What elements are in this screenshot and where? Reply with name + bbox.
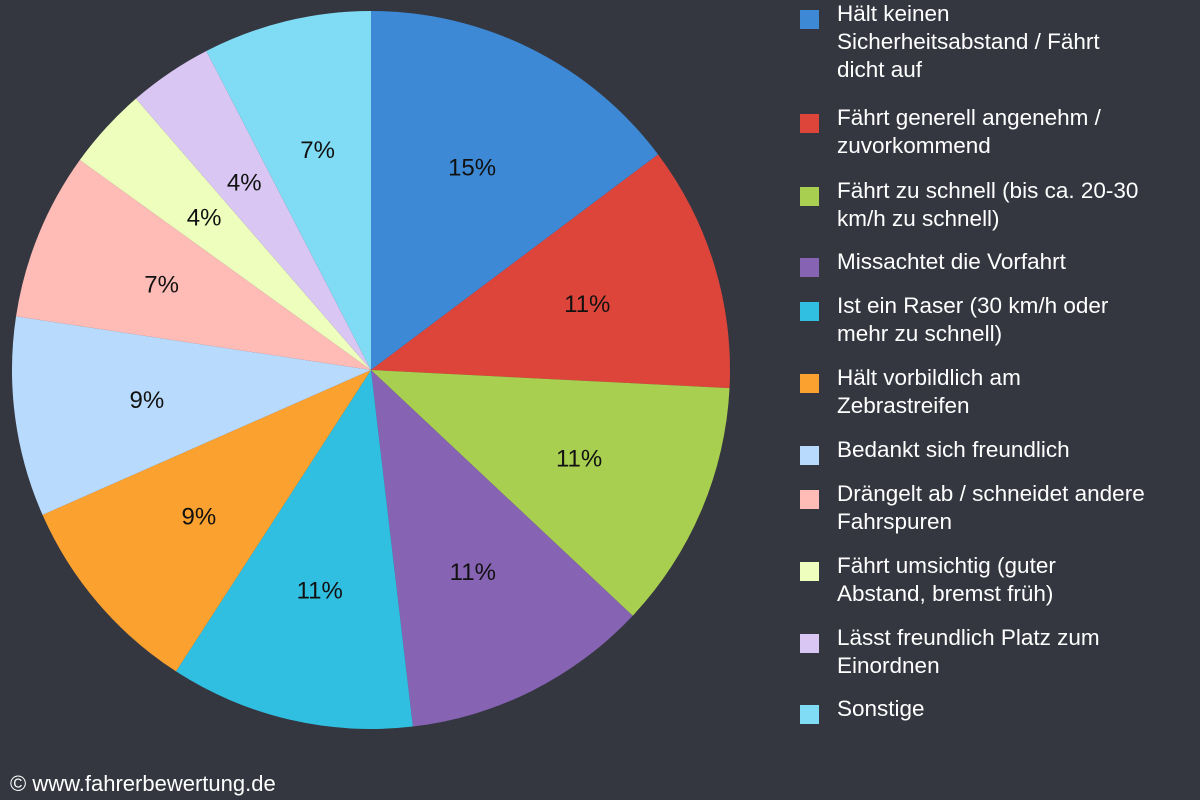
slice-percent-label: 11% xyxy=(564,291,610,318)
legend-swatch-icon xyxy=(800,446,819,465)
pie-slice xyxy=(12,316,372,515)
legend-swatch-icon xyxy=(800,258,819,277)
pie-slice xyxy=(176,370,413,729)
legend-label: Missachtet die Vorfahrt xyxy=(837,249,1066,274)
slice-percent-label: 9% xyxy=(129,387,164,414)
slice-percent-label: 11% xyxy=(556,446,602,473)
slice-percent-label: 9% xyxy=(182,504,217,531)
slice-percent-label: 7% xyxy=(144,272,179,299)
legend-swatch-icon xyxy=(800,187,819,206)
slice-percent-label: 7% xyxy=(300,137,335,164)
legend-label: Fährt generell angenehm / zuvorkommend xyxy=(837,105,1101,158)
pie-slice xyxy=(371,11,659,370)
legend-swatch-icon xyxy=(800,374,819,393)
slice-percent-label: 4% xyxy=(187,204,222,231)
pie-slices xyxy=(12,11,730,729)
slice-percent-label: 4% xyxy=(227,170,262,197)
pie-chart: 15% 11% 11% 11% 11% 9% 9% 7% 4%4% 7% xyxy=(12,11,730,729)
legend-label: Lässt freundlich Platz zum Einordnen xyxy=(837,625,1100,678)
legend-label: Fährt umsichtig (guter Abstand, bremst f… xyxy=(837,553,1056,606)
slice-percent-label: 11% xyxy=(297,577,343,604)
legend-swatch-icon xyxy=(800,490,819,509)
legend-item: Lässt freundlich Platz zum Einordnen xyxy=(800,624,1197,680)
legend-item: Missachtet die Vorfahrt xyxy=(800,248,1197,277)
legend-item: Fährt umsichtig (guter Abstand, bremst f… xyxy=(800,552,1197,608)
legend-label: Hält vorbildlich am Zebrastreifen xyxy=(837,365,1021,418)
legend-label: Fährt zu schnell (bis ca. 20-30 km/h zu … xyxy=(837,178,1139,231)
pie-slice xyxy=(371,370,730,616)
pie-slice xyxy=(42,370,371,672)
pie-slice xyxy=(79,98,371,370)
legend-label: Drängelt ab / schneidet andere Fahrspure… xyxy=(837,481,1145,534)
legend-swatch-icon xyxy=(800,634,819,653)
pie-slice xyxy=(371,370,633,727)
legend-label: Ist ein Raser (30 km/h oder mehr zu schn… xyxy=(837,293,1109,346)
legend-swatch-icon xyxy=(800,562,819,581)
pie-labels: 15% 11% 11% 11% 11% 9% 9% 7% 4%4% 7% xyxy=(129,137,610,604)
pie-slice xyxy=(16,160,371,370)
legend-item: Drängelt ab / schneidet andere Fahrspure… xyxy=(800,480,1197,536)
legend-label: Sonstige xyxy=(837,696,925,721)
legend-swatch-icon xyxy=(800,10,819,29)
legend-item: Bedankt sich freundlich xyxy=(800,436,1197,465)
legend-item: Sonstige xyxy=(800,695,1197,724)
legend-label: Bedankt sich freundlich xyxy=(837,437,1070,462)
legend-swatch-icon xyxy=(800,302,819,321)
pie-slice xyxy=(371,154,730,389)
pie-slice xyxy=(206,11,371,370)
slice-percent-label: 11% xyxy=(450,559,496,586)
legend-swatch-icon xyxy=(800,705,819,724)
legend-item: Hält keinen Sicherheitsabstand / Fährt d… xyxy=(800,0,1197,84)
legend-item: Hält vorbildlich am Zebrastreifen xyxy=(800,364,1197,420)
pie-slice xyxy=(135,50,371,370)
legend-item: Ist ein Raser (30 km/h oder mehr zu schn… xyxy=(800,292,1197,348)
legend-item: Fährt generell angenehm / zuvorkommend xyxy=(800,104,1197,160)
slice-percent-label: 15% xyxy=(448,155,496,182)
legend-item: Fährt zu schnell (bis ca. 20-30 km/h zu … xyxy=(800,177,1197,233)
copyright-footer: © www.fahrerbewertung.de xyxy=(10,771,276,796)
legend-swatch-icon xyxy=(800,114,819,133)
legend-label: Hält keinen Sicherheitsabstand / Fährt d… xyxy=(837,1,1100,82)
